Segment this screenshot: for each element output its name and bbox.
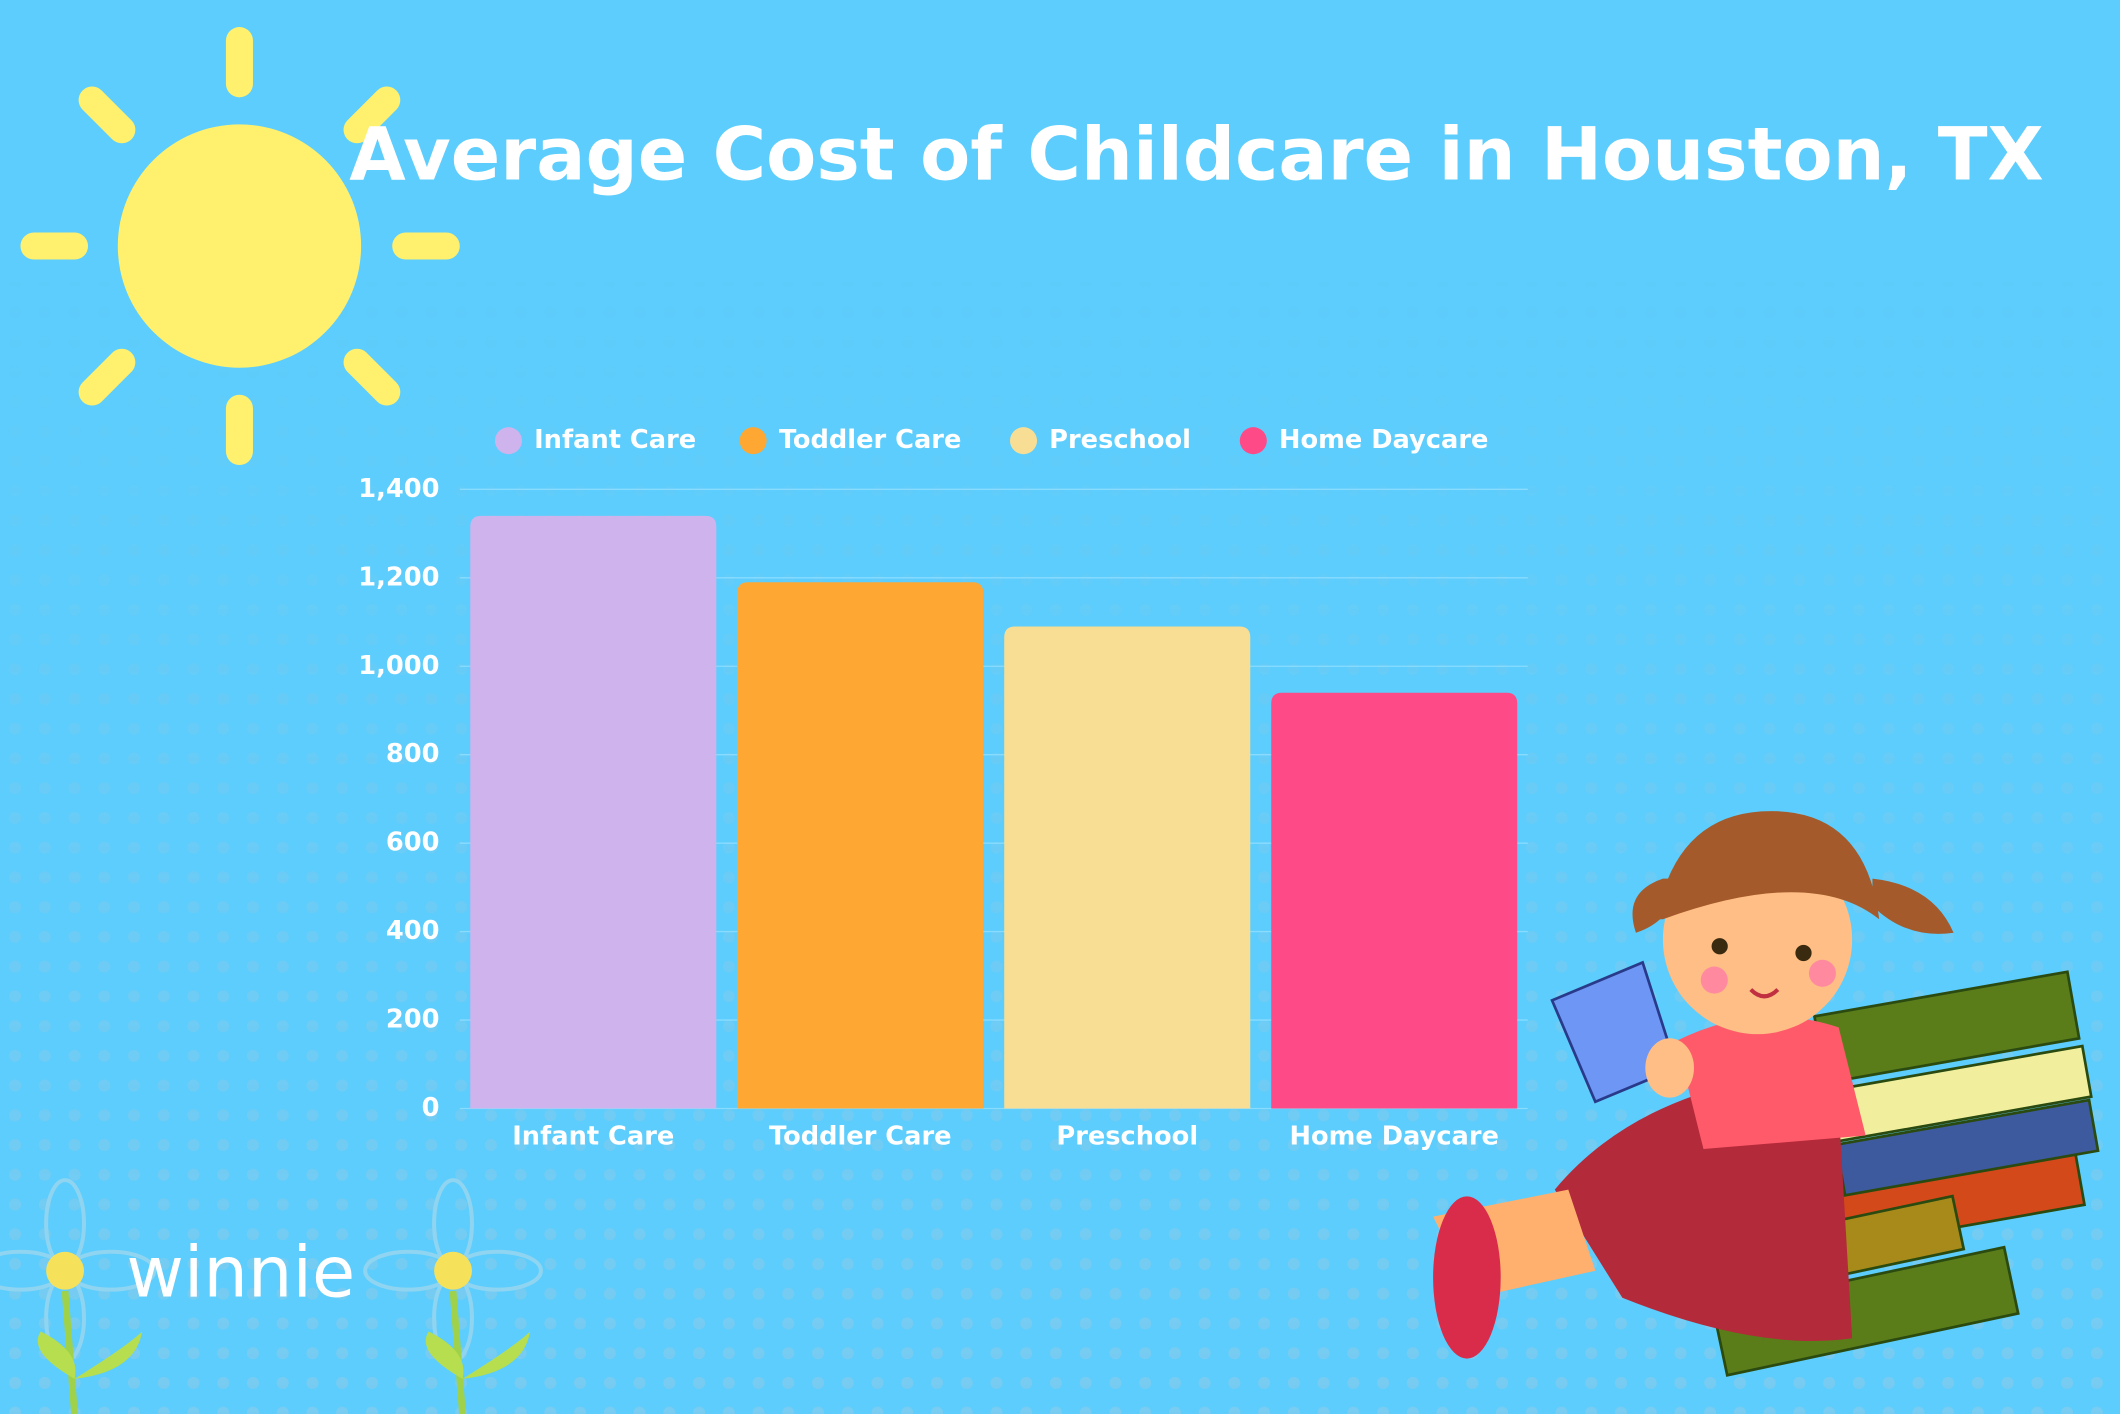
y-tick-label: 400 — [386, 916, 440, 946]
x-tick-label: Preschool — [1056, 1121, 1198, 1151]
y-tick-label: 1,400 — [358, 474, 439, 504]
logo: winnie — [126, 1231, 355, 1313]
y-tick-label: 1,200 — [358, 562, 439, 592]
y-tick-label: 600 — [386, 828, 440, 858]
legend-label: Home Daycare — [1279, 425, 1488, 455]
bar — [1004, 626, 1251, 1109]
flowers — [0, 1178, 543, 1414]
bar — [470, 515, 717, 1109]
y-tick-label: 200 — [386, 1005, 440, 1035]
legend-label: Toddler Care — [779, 425, 962, 455]
sun — [20, 27, 460, 466]
girl-illustration — [1433, 811, 2100, 1377]
chart: 0 200 400 600 800 1,000 1,200 1,400 Infant Care I… — [358, 425, 1528, 1151]
y-tick-label: 0 — [422, 1093, 440, 1123]
x-tick-label: Infant Care — [512, 1121, 674, 1151]
y-tick-label: 1,000 — [358, 651, 439, 681]
legend-marker — [1239, 427, 1267, 455]
legend-label: Preschool — [1049, 425, 1191, 455]
x-tick-label: Toddler Care — [769, 1121, 952, 1151]
y-tick-label: 800 — [386, 739, 440, 769]
bar — [1271, 692, 1518, 1109]
x-tick-label: Home Daycare — [1290, 1121, 1499, 1151]
chart-title: Average Cost of Childcare in Houston, TX — [349, 113, 2044, 198]
legend-marker — [739, 427, 767, 455]
bar — [737, 582, 984, 1109]
legend-label: Infant Care — [534, 425, 696, 455]
legend-marker — [1009, 427, 1038, 455]
legend-marker — [494, 427, 522, 455]
